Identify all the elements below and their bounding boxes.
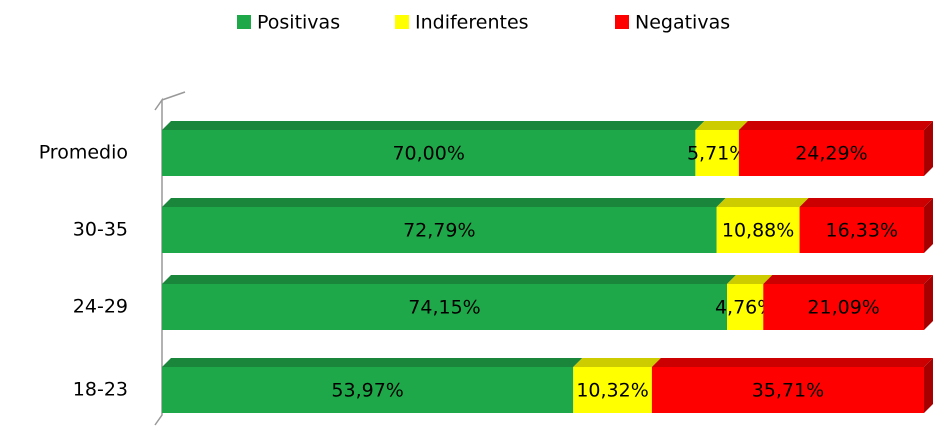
data-label: 53,97% — [331, 380, 403, 402]
data-label: 10,32% — [576, 380, 648, 402]
category-label: 18-23 — [73, 379, 128, 401]
bar-top — [573, 358, 661, 367]
bar — [738, 130, 924, 176]
data-label: 5,71% — [687, 143, 747, 165]
data-label: 72,79% — [403, 220, 475, 242]
bar — [162, 284, 728, 330]
axis-bracket — [154, 91, 186, 426]
data-label: 74,15% — [408, 297, 480, 319]
legend-label: Indiferentes — [415, 12, 529, 34]
category-label: Promedio — [39, 142, 128, 164]
bar-top — [651, 358, 933, 367]
legend-label: Positivas — [257, 12, 340, 34]
bar-top — [162, 358, 583, 367]
bar — [162, 367, 574, 413]
bar — [727, 284, 764, 330]
bar-top — [162, 275, 737, 284]
bar-top — [716, 198, 809, 207]
bar-top — [763, 275, 933, 284]
data-label: 70,00% — [392, 143, 464, 165]
category-label: 24-29 — [73, 296, 128, 318]
bar-side — [924, 358, 933, 413]
data-label: 16,33% — [826, 220, 898, 242]
data-label: 21,09% — [807, 297, 879, 319]
bar — [573, 367, 652, 413]
bar-side — [924, 275, 933, 330]
bar-top — [162, 121, 705, 130]
data-label: 10,88% — [722, 220, 794, 242]
data-label: 35,71% — [752, 380, 824, 402]
category-label: 30-35 — [73, 219, 128, 241]
legend-swatch — [395, 15, 409, 29]
bar — [162, 130, 696, 176]
data-label: 4,76% — [715, 297, 775, 319]
bar — [716, 207, 800, 253]
legend-swatch — [615, 15, 629, 29]
bar-top — [695, 121, 748, 130]
data-label: 24,29% — [795, 143, 867, 165]
bar — [695, 130, 739, 176]
bar-top — [727, 275, 773, 284]
bar — [651, 367, 924, 413]
bar — [763, 284, 924, 330]
bar-top — [799, 198, 933, 207]
legend-swatch — [237, 15, 251, 29]
bar-side — [924, 121, 933, 176]
bar — [799, 207, 924, 253]
bar-top — [162, 198, 726, 207]
legend-label: Negativas — [635, 12, 730, 34]
bar-side — [924, 198, 933, 253]
bar — [162, 207, 717, 253]
bar-top — [738, 121, 933, 130]
